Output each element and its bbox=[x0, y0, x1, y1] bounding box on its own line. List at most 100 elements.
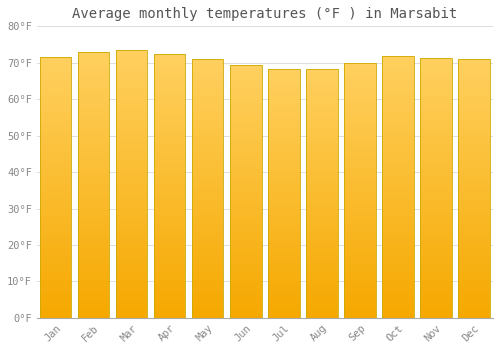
Bar bbox=[420, 302, 452, 305]
Bar bbox=[420, 253, 452, 256]
Bar bbox=[268, 212, 300, 215]
Bar bbox=[268, 138, 300, 141]
Bar bbox=[306, 234, 338, 237]
Bar bbox=[40, 249, 72, 253]
Bar bbox=[420, 230, 452, 233]
Bar bbox=[382, 148, 414, 151]
Bar bbox=[382, 102, 414, 105]
Bar bbox=[154, 166, 186, 170]
Bar bbox=[420, 169, 452, 172]
Bar bbox=[116, 97, 148, 100]
Bar bbox=[230, 182, 262, 185]
Bar bbox=[154, 259, 186, 262]
Bar bbox=[230, 299, 262, 302]
Bar bbox=[40, 164, 72, 168]
Bar bbox=[192, 286, 224, 289]
Bar bbox=[154, 262, 186, 265]
Bar bbox=[40, 158, 72, 161]
Bar bbox=[382, 105, 414, 108]
Bar bbox=[382, 288, 414, 292]
Bar bbox=[344, 292, 376, 296]
Bar bbox=[116, 248, 148, 251]
Bar bbox=[78, 241, 110, 245]
Bar bbox=[230, 81, 262, 84]
Bar bbox=[382, 66, 414, 69]
Bar bbox=[154, 245, 186, 249]
Bar bbox=[78, 191, 110, 195]
Bar bbox=[306, 100, 338, 104]
Bar bbox=[382, 76, 414, 79]
Bar bbox=[116, 221, 148, 224]
Bar bbox=[268, 315, 300, 318]
Bar bbox=[40, 207, 72, 210]
Bar bbox=[306, 69, 338, 318]
Bar bbox=[192, 266, 224, 269]
Bar bbox=[420, 224, 452, 227]
Bar bbox=[344, 63, 376, 66]
Bar bbox=[458, 85, 490, 88]
Bar bbox=[154, 150, 186, 153]
Bar bbox=[382, 223, 414, 226]
Bar bbox=[192, 78, 224, 82]
Bar bbox=[458, 72, 490, 75]
Bar bbox=[116, 67, 148, 70]
Bar bbox=[192, 302, 224, 305]
Bar bbox=[306, 262, 338, 265]
Bar bbox=[230, 94, 262, 97]
Bar bbox=[420, 233, 452, 237]
Bar bbox=[344, 206, 376, 210]
Bar bbox=[344, 143, 376, 146]
Bar bbox=[382, 161, 414, 164]
Bar bbox=[116, 114, 148, 117]
Bar bbox=[40, 272, 72, 275]
Bar bbox=[40, 269, 72, 272]
Bar bbox=[116, 308, 148, 311]
Bar bbox=[306, 293, 338, 296]
Bar bbox=[420, 263, 452, 266]
Bar bbox=[192, 169, 224, 172]
Bar bbox=[40, 226, 72, 230]
Bar bbox=[382, 154, 414, 158]
Bar bbox=[268, 156, 300, 159]
Bar bbox=[420, 71, 452, 75]
Bar bbox=[116, 285, 148, 288]
Bar bbox=[230, 147, 262, 150]
Bar bbox=[306, 172, 338, 175]
Bar bbox=[78, 288, 110, 291]
Bar bbox=[306, 138, 338, 141]
Bar bbox=[306, 141, 338, 144]
Bar bbox=[458, 117, 490, 120]
Bar bbox=[116, 181, 148, 184]
Bar bbox=[154, 143, 186, 147]
Bar bbox=[40, 168, 72, 171]
Bar bbox=[78, 75, 110, 78]
Bar bbox=[344, 286, 376, 289]
Bar bbox=[230, 207, 262, 210]
Bar bbox=[78, 238, 110, 242]
Bar bbox=[306, 85, 338, 88]
Bar bbox=[230, 122, 262, 125]
Bar bbox=[230, 302, 262, 305]
Bar bbox=[458, 250, 490, 253]
Bar bbox=[154, 226, 186, 229]
Bar bbox=[458, 78, 490, 82]
Bar bbox=[40, 83, 72, 86]
Bar bbox=[192, 62, 224, 65]
Bar bbox=[382, 311, 414, 315]
Bar bbox=[230, 261, 262, 264]
Bar bbox=[40, 96, 72, 99]
Bar bbox=[40, 184, 72, 187]
Bar bbox=[420, 191, 452, 195]
Bar bbox=[420, 159, 452, 162]
Bar bbox=[192, 188, 224, 191]
Bar bbox=[344, 312, 376, 315]
Bar bbox=[344, 133, 376, 136]
Bar bbox=[78, 202, 110, 205]
Bar bbox=[192, 124, 224, 127]
Bar bbox=[154, 114, 186, 117]
Bar bbox=[268, 218, 300, 222]
Bar bbox=[458, 282, 490, 286]
Bar bbox=[154, 58, 186, 61]
Bar bbox=[458, 169, 490, 172]
Bar bbox=[78, 92, 110, 95]
